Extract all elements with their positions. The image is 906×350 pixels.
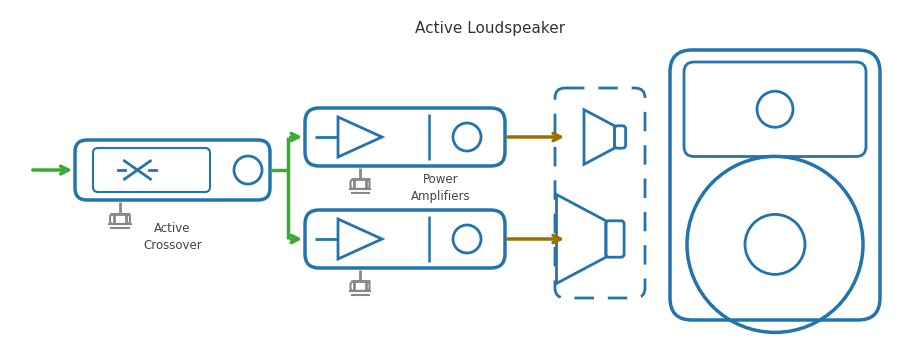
- FancyBboxPatch shape: [614, 126, 626, 148]
- Text: Active
Crossover: Active Crossover: [143, 222, 202, 252]
- FancyBboxPatch shape: [305, 210, 505, 268]
- FancyBboxPatch shape: [351, 281, 370, 291]
- FancyBboxPatch shape: [555, 88, 645, 298]
- FancyBboxPatch shape: [351, 180, 370, 189]
- FancyBboxPatch shape: [670, 50, 880, 320]
- FancyBboxPatch shape: [305, 108, 505, 166]
- FancyBboxPatch shape: [684, 62, 866, 156]
- FancyBboxPatch shape: [93, 148, 210, 192]
- Text: Active Loudspeaker: Active Loudspeaker: [415, 21, 565, 35]
- FancyBboxPatch shape: [606, 221, 624, 257]
- FancyBboxPatch shape: [110, 214, 130, 224]
- Text: Power
Amplifiers: Power Amplifiers: [411, 173, 471, 203]
- FancyBboxPatch shape: [75, 140, 270, 200]
